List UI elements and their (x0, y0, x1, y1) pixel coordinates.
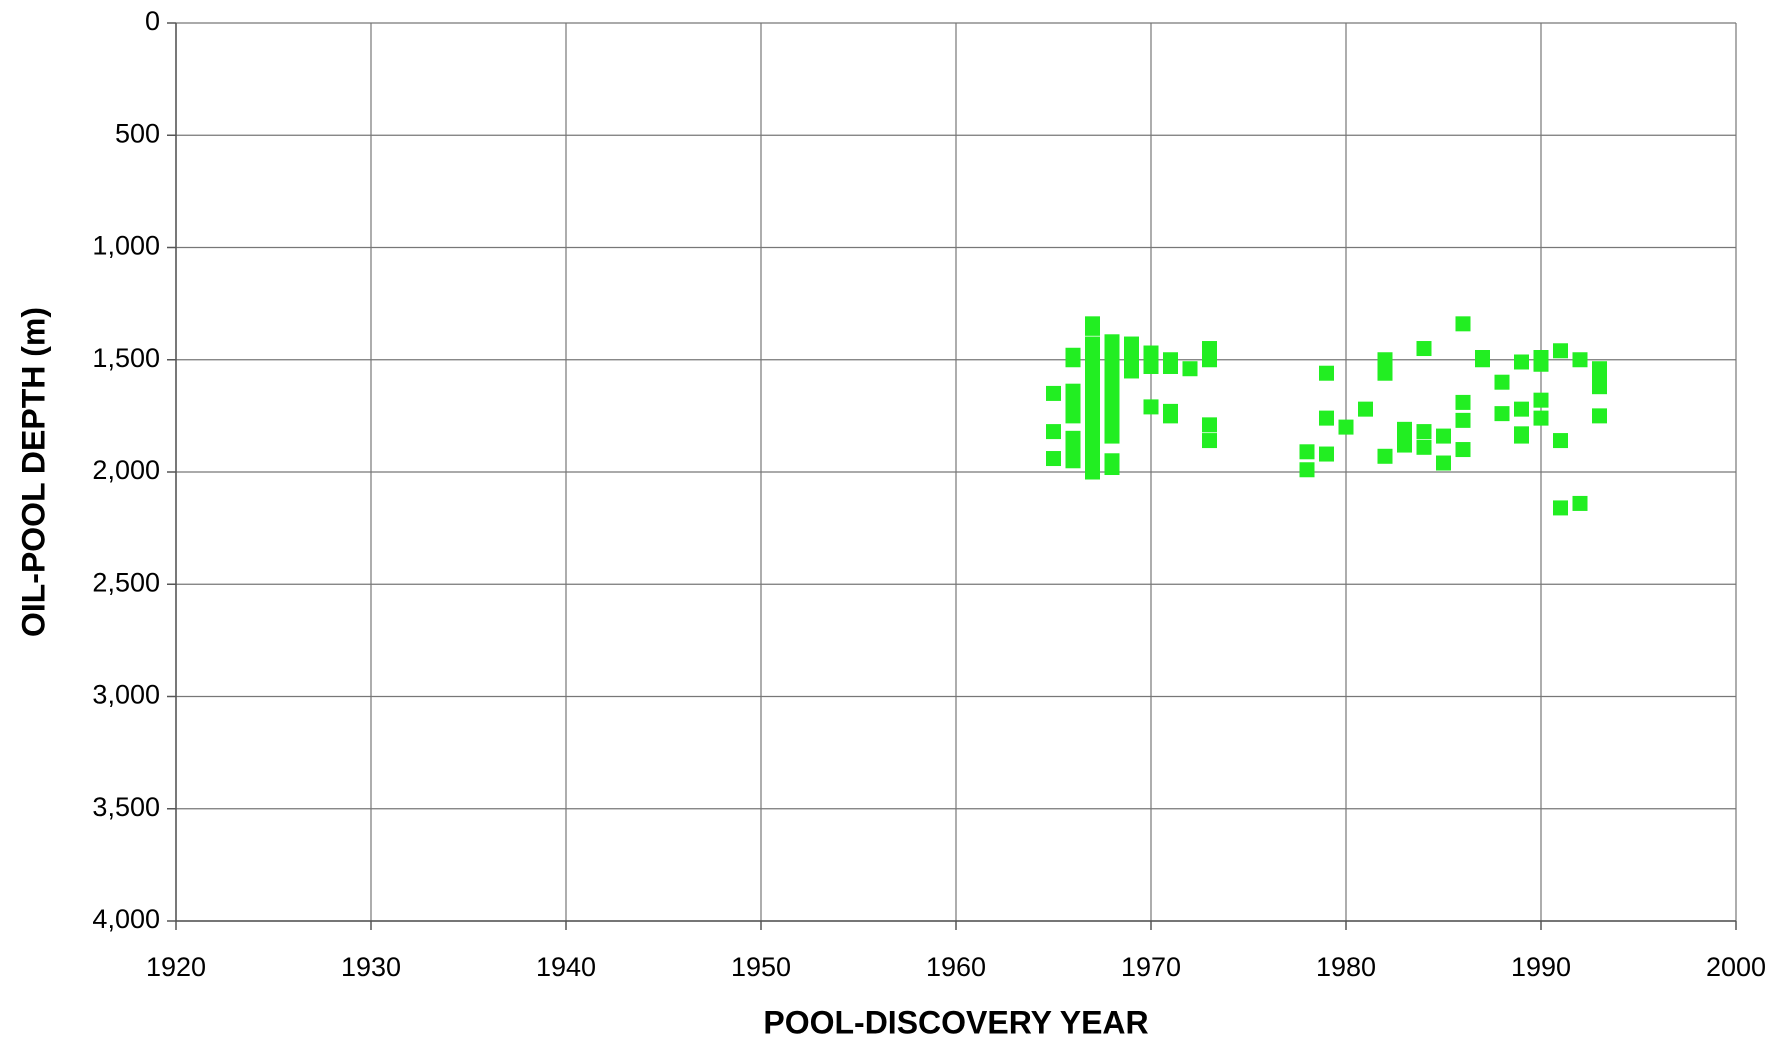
point (1104, 415, 1120, 431)
x-tick-label: 1990 (1511, 952, 1571, 982)
point (1553, 343, 1568, 359)
point (1319, 365, 1334, 381)
point (1416, 439, 1432, 455)
point (1553, 500, 1568, 516)
point (1572, 352, 1588, 368)
x-tick-label: 1960 (926, 952, 986, 982)
point (1592, 408, 1607, 424)
point (1377, 352, 1393, 368)
y-tick-label: 1,000 (92, 231, 160, 261)
point (1338, 419, 1354, 435)
point (1455, 412, 1471, 428)
point (1065, 408, 1081, 424)
point (1065, 352, 1081, 368)
point (1416, 424, 1432, 440)
point (1163, 358, 1178, 374)
x-tick-label: 1980 (1316, 952, 1376, 982)
x-axis-label: POOL-DISCOVERY YEAR (763, 1004, 1148, 1040)
y-tick-label: 3,000 (92, 680, 160, 710)
point (1104, 428, 1120, 444)
point (1572, 495, 1588, 511)
y-tick-label: 0 (145, 6, 160, 36)
point (1377, 448, 1393, 464)
point (1202, 352, 1217, 368)
y-axis-label: OIL-POOL DEPTH (m) (15, 307, 51, 637)
point (1046, 451, 1061, 467)
x-tick-label: 1940 (536, 952, 596, 982)
point (1202, 433, 1217, 449)
point (1397, 437, 1412, 453)
point (1143, 399, 1159, 415)
point (1533, 356, 1549, 372)
point (1202, 417, 1217, 433)
y-tick-label: 2,500 (92, 567, 160, 597)
x-tick-label: 1920 (146, 952, 206, 982)
point (1143, 358, 1159, 374)
point (1533, 410, 1549, 426)
y-tick-label: 1,500 (92, 343, 160, 373)
point (1455, 316, 1471, 332)
point (1436, 455, 1451, 471)
point (1494, 374, 1510, 390)
point (1592, 379, 1607, 395)
point (1377, 365, 1393, 381)
point (1319, 446, 1334, 462)
point (1436, 428, 1451, 444)
point (1104, 460, 1120, 476)
y-tick-label: 2,000 (92, 455, 160, 485)
x-tick-label: 1950 (731, 952, 791, 982)
x-tick-label: 2000 (1706, 952, 1766, 982)
point (1455, 442, 1471, 458)
point (1358, 401, 1373, 417)
point (1182, 361, 1198, 377)
y-tick-label: 3,500 (92, 792, 160, 822)
point (1163, 408, 1178, 424)
point (1299, 444, 1315, 460)
point (1553, 433, 1568, 449)
point (1319, 410, 1334, 426)
point (1085, 320, 1100, 336)
point (1514, 401, 1529, 417)
point (1299, 462, 1315, 478)
point (1533, 392, 1549, 408)
point (1514, 354, 1529, 370)
point (1514, 428, 1529, 444)
point (1455, 394, 1471, 410)
y-tick-label: 500 (115, 118, 160, 148)
point (1494, 406, 1510, 422)
point (1475, 352, 1490, 368)
x-tick-label: 1970 (1121, 952, 1181, 982)
point (1046, 385, 1061, 401)
point (1046, 424, 1061, 440)
point (1124, 363, 1139, 379)
point (1065, 453, 1081, 469)
x-tick-label: 1930 (341, 952, 401, 982)
point (1085, 464, 1100, 480)
y-tick-label: 4,000 (92, 904, 160, 934)
point (1416, 341, 1432, 357)
